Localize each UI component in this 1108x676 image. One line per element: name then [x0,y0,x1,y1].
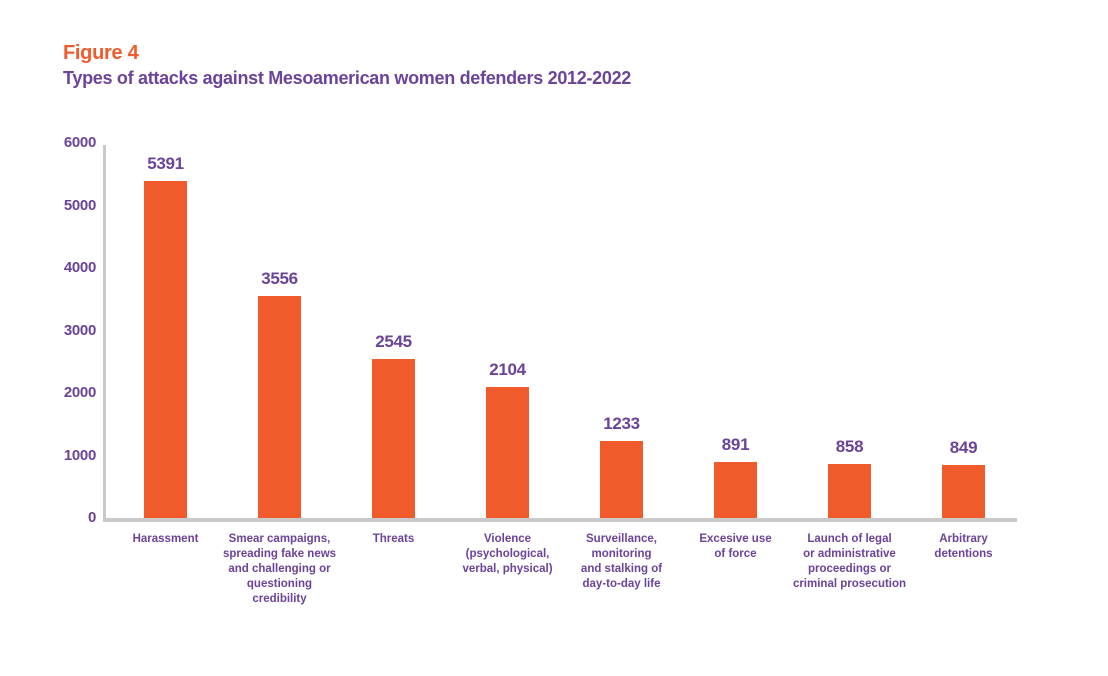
y-axis-line [103,145,106,521]
x-category-label: Smear campaigns, spreading fake news and… [222,533,337,605]
y-tick-label: 1000 [63,446,96,464]
x-category-label: Violence (psychological, verbal, physica… [462,533,553,575]
bar-1 [258,295,301,518]
bar-6 [828,464,871,518]
x-category-label: Harassment [132,533,199,545]
y-tick-label: 5000 [63,196,96,214]
bar-value-label: 891 [721,435,750,455]
bar-5 [714,462,757,518]
x-category-label: Launch of legal or administrative procee… [792,533,907,590]
y-tick-label: 6000 [63,134,96,151]
bar-2 [372,358,415,518]
x-category-label: Arbitrary detentions [934,533,993,560]
y-tick-label: 3000 [63,321,96,339]
bar-value-label: 849 [949,437,978,457]
y-tick-label: 4000 [63,259,96,276]
plot-area: 0 1000 2000 3000 4000 5000 6000 5391 Harassment 3… [64,134,1017,605]
bar-value-label: 5391 [147,154,184,174]
x-category-label: Excesive use of force [699,533,772,560]
bar-value-label: 2545 [375,331,412,351]
bar-0 [144,181,187,518]
y-tick-label: 0 [87,509,96,526]
y-tick-label: 2000 [63,384,96,401]
bar-value-label: 858 [835,437,864,457]
x-axis-baseline [103,518,1017,522]
bar-value-label: 1233 [603,413,640,433]
bar-3 [486,386,529,518]
bar-value-label: 3556 [261,268,298,288]
chart-title: Types of attacks against Mesoamerican wo… [63,68,632,88]
bar-4 [600,440,643,518]
bar-7 [942,464,985,518]
x-category-label: Threats [372,533,415,545]
x-category-label: Surveillance, monitoring and stalking of… [580,533,663,590]
bar-value-label: 2104 [489,359,526,379]
figure-label: Figure 4 [63,42,139,64]
